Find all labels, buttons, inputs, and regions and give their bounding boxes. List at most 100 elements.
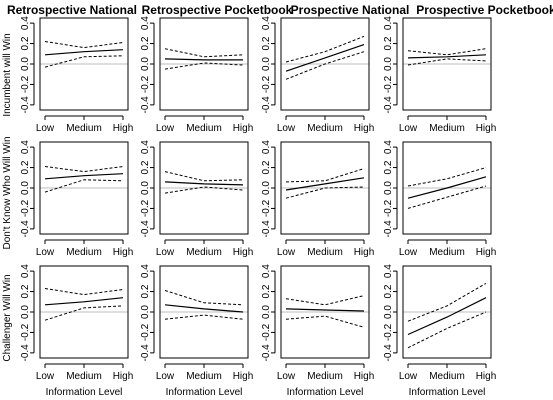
y-tick-label: -0.2 bbox=[20, 323, 31, 341]
y-tick-label: -0.4 bbox=[383, 344, 394, 362]
panel: -0.4 -0.2 0.0 0.2 0.4 Low Medium High bbox=[140, 16, 253, 134]
y-tick-label: -0.2 bbox=[20, 199, 31, 217]
y-tick-label: 0.4 bbox=[261, 264, 272, 278]
x-tick-label: Medium bbox=[429, 247, 465, 258]
x-tick-label: High bbox=[113, 371, 134, 382]
x-tick-label: High bbox=[476, 123, 497, 134]
upper-bound-line bbox=[407, 167, 487, 187]
x-tick-label: Low bbox=[36, 123, 55, 134]
row-labels: Incumbent will Win Don't Know Who Will Wi… bbox=[2, 33, 13, 361]
y-tick-label: 0.0 bbox=[261, 57, 272, 71]
upper-bound-line bbox=[164, 48, 244, 58]
x-tick-label: High bbox=[476, 247, 497, 258]
y-tick-label: 0.0 bbox=[383, 181, 394, 195]
y-tick-label: 0.4 bbox=[140, 16, 151, 30]
column-title: Retrospective National bbox=[7, 3, 137, 17]
panel: -0.4 -0.2 0.0 0.2 0.4 Low Medium High bbox=[261, 16, 374, 134]
estimate-line bbox=[407, 176, 487, 199]
panel: -0.4 -0.2 0.0 0.2 0.4 Low Medium High bbox=[20, 16, 133, 134]
panel-frame bbox=[280, 265, 370, 359]
estimate-line bbox=[164, 58, 243, 61]
lower-bound-line bbox=[285, 315, 365, 328]
x-tick-label: Medium bbox=[429, 123, 465, 134]
y-tick-label: 0.0 bbox=[261, 181, 272, 195]
y-tick-label: -0.4 bbox=[261, 96, 272, 114]
y-tick-label: 0.2 bbox=[20, 284, 31, 298]
y-tick-label: -0.2 bbox=[261, 323, 272, 341]
y-tick-label: 0.4 bbox=[20, 16, 31, 30]
x-tick-label: Low bbox=[277, 247, 296, 258]
upper-bound-line bbox=[407, 48, 487, 56]
y-tick-label: 0.0 bbox=[20, 181, 31, 195]
y-tick-label: -0.4 bbox=[261, 344, 272, 362]
y-tick-label: -0.4 bbox=[140, 96, 151, 114]
x-axis-label: Information Level bbox=[166, 387, 243, 398]
x-tick-label: Low bbox=[277, 371, 296, 382]
y-tick-label: 0.0 bbox=[20, 57, 31, 71]
x-tick-label: Low bbox=[156, 123, 175, 134]
upper-bound-line bbox=[407, 282, 487, 322]
column-title: Prospective National bbox=[291, 3, 410, 17]
estimate-line bbox=[164, 304, 244, 313]
x-tick-label: Medium bbox=[307, 371, 343, 382]
panels: -0.4 -0.2 0.0 0.2 0.4 Low Medium High -0.4 -0.2 0.… bbox=[20, 16, 496, 398]
panel: -0.4 -0.2 0.0 0.2 0.4 Low Medium High Informatio… bbox=[261, 264, 374, 398]
panel: -0.4 -0.2 0.0 0.2 0.4 Low Medium High bbox=[20, 140, 133, 258]
y-tick-label: 0.2 bbox=[383, 284, 394, 298]
panel: -0.4 -0.2 0.0 0.2 0.4 Low Medium High Informatio… bbox=[140, 264, 253, 398]
panel-frame bbox=[159, 141, 249, 235]
y-tick-label: -0.2 bbox=[261, 199, 272, 217]
x-tick-label: Medium bbox=[186, 371, 222, 382]
lower-bound-line bbox=[164, 62, 244, 70]
estimate-line bbox=[285, 308, 365, 312]
estimate-line bbox=[44, 49, 124, 56]
y-tick-label: -0.4 bbox=[20, 96, 31, 114]
x-tick-label: High bbox=[233, 123, 254, 134]
upper-bound-line bbox=[44, 288, 124, 296]
x-tick-label: Low bbox=[399, 371, 418, 382]
y-tick-label: -0.2 bbox=[261, 75, 272, 93]
estimate-line bbox=[44, 297, 124, 306]
panel-frame bbox=[402, 17, 492, 111]
x-tick-label: Medium bbox=[307, 123, 343, 134]
x-tick-label: Medium bbox=[66, 371, 102, 382]
y-tick-label: 0.2 bbox=[140, 284, 151, 298]
x-tick-label: High bbox=[354, 123, 375, 134]
x-tick-label: Medium bbox=[66, 123, 102, 134]
panel: -0.4 -0.2 0.0 0.2 0.4 Low Medium High Informatio… bbox=[20, 264, 133, 398]
y-tick-label: 0.0 bbox=[383, 305, 394, 319]
x-tick-label: Medium bbox=[186, 247, 222, 258]
x-tick-label: High bbox=[354, 247, 375, 258]
x-tick-label: High bbox=[354, 371, 375, 382]
y-tick-label: -0.4 bbox=[140, 344, 151, 362]
lower-bound-line bbox=[285, 51, 365, 80]
y-tick-label: 0.0 bbox=[383, 57, 394, 71]
y-tick-label: -0.4 bbox=[383, 96, 394, 114]
upper-bound-line bbox=[164, 290, 244, 306]
lower-bound-line bbox=[164, 186, 244, 194]
upper-bound-line bbox=[164, 171, 244, 182]
y-tick-label: -0.4 bbox=[383, 220, 394, 238]
estimate-line bbox=[285, 177, 365, 191]
lower-bound-line bbox=[44, 55, 124, 68]
lower-bound-line bbox=[44, 179, 124, 193]
y-tick-label: 0.4 bbox=[383, 264, 394, 278]
y-tick-label: 0.4 bbox=[20, 140, 31, 154]
y-tick-label: 0.2 bbox=[261, 160, 272, 174]
panel: -0.4 -0.2 0.0 0.2 0.4 Low Medium High bbox=[261, 140, 374, 258]
y-tick-label: -0.4 bbox=[140, 220, 151, 238]
x-tick-label: High bbox=[476, 371, 497, 382]
x-tick-label: Low bbox=[399, 123, 418, 134]
panel: -0.4 -0.2 0.0 0.2 0.4 Low Medium High bbox=[383, 16, 496, 134]
x-tick-label: Low bbox=[156, 247, 175, 258]
y-tick-label: 0.4 bbox=[140, 140, 151, 154]
x-tick-label: Low bbox=[277, 123, 296, 134]
y-tick-label: 0.0 bbox=[140, 305, 151, 319]
y-tick-label: 0.2 bbox=[261, 36, 272, 50]
row-label: Don't Know Who Will Win bbox=[2, 136, 13, 249]
y-tick-label: 0.0 bbox=[140, 181, 151, 195]
y-tick-label: 0.0 bbox=[140, 57, 151, 71]
column-titles: Retrospective National Retrospective Pock… bbox=[7, 3, 553, 17]
y-tick-label: 0.0 bbox=[261, 305, 272, 319]
